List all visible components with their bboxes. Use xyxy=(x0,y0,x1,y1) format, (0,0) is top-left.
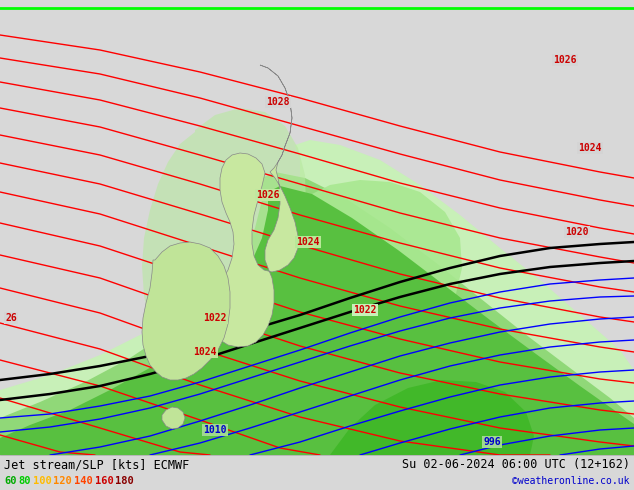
Text: 140: 140 xyxy=(74,475,93,486)
Polygon shape xyxy=(142,242,230,380)
Text: 180: 180 xyxy=(115,475,134,486)
Polygon shape xyxy=(0,140,634,455)
Polygon shape xyxy=(142,108,306,388)
Text: 1026: 1026 xyxy=(553,55,577,65)
Text: 1022: 1022 xyxy=(353,305,377,315)
Text: Jet stream/SLP [kts] ECMWF: Jet stream/SLP [kts] ECMWF xyxy=(4,458,190,471)
Polygon shape xyxy=(210,65,298,347)
Text: 1024: 1024 xyxy=(296,237,320,247)
Text: 120: 120 xyxy=(53,475,72,486)
Text: Su 02-06-2024 06:00 UTC (12+162): Su 02-06-2024 06:00 UTC (12+162) xyxy=(402,458,630,471)
Text: 1024: 1024 xyxy=(193,347,217,357)
Polygon shape xyxy=(272,180,462,354)
Text: 1010: 1010 xyxy=(204,425,227,435)
Text: 80: 80 xyxy=(18,475,31,486)
Text: 60: 60 xyxy=(4,475,16,486)
Text: ©weatheronline.co.uk: ©weatheronline.co.uk xyxy=(512,475,630,486)
Text: 26: 26 xyxy=(5,313,16,323)
Text: 996: 996 xyxy=(483,437,501,447)
Polygon shape xyxy=(162,407,185,429)
Text: 1028: 1028 xyxy=(266,97,290,107)
Text: 160: 160 xyxy=(94,475,113,486)
Text: 1020: 1020 xyxy=(566,227,589,237)
Text: 1026: 1026 xyxy=(256,190,280,200)
Bar xyxy=(0,455,634,490)
Text: 1024: 1024 xyxy=(578,143,602,153)
Text: 1022: 1022 xyxy=(204,313,227,323)
Polygon shape xyxy=(0,186,634,455)
Polygon shape xyxy=(330,380,534,455)
Polygon shape xyxy=(0,172,634,455)
Text: 100: 100 xyxy=(33,475,51,486)
